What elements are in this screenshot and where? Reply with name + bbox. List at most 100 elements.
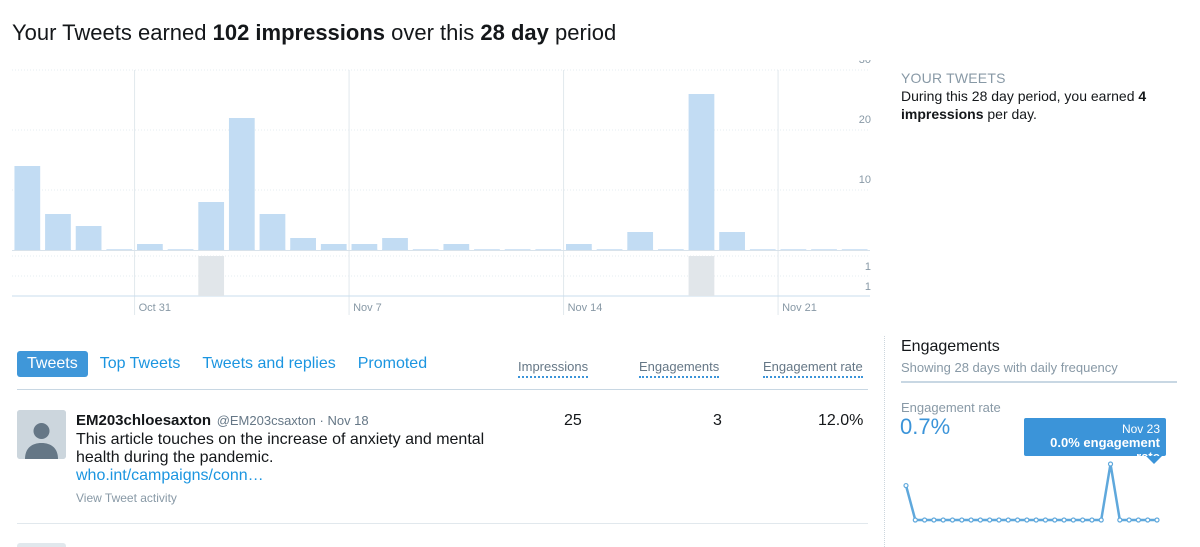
sparkline-point (1061, 517, 1067, 523)
x-tick-label: Nov 7 (353, 302, 382, 314)
impressions-bar (688, 94, 715, 250)
engagement-rate-value: 0.7% (900, 414, 951, 439)
sparkline-point (1080, 517, 1086, 523)
sparkline-path (904, 462, 1157, 522)
tweet-header: EM203chloesaxton @EM203csaxton · Nov 18 (76, 412, 496, 429)
impressions-bar-chart: 10 20 30 Oct 31 Nov 7 Nov 14 Nov 21 1 1 (12, 60, 871, 315)
headline-period: 28 day (480, 20, 549, 45)
sparkline-point (996, 517, 1002, 523)
tweet-tabs: Tweets Top Tweets Tweets and replies Pro… (17, 351, 439, 377)
sparkline-point (949, 517, 956, 523)
tweet-engagement-rate-value: 12.0% (818, 412, 864, 429)
sub-y-tick-label: 1 (865, 261, 871, 273)
summary-text-prefix: During this 28 day period, you earned (901, 88, 1139, 104)
engagement-bar (688, 256, 715, 296)
tweet-engagements-value: 3 (713, 412, 722, 429)
impressions-bar (382, 238, 408, 250)
engagement-bar (198, 256, 225, 296)
y-tick-label: 20 (859, 114, 871, 126)
impressions-bar (627, 232, 654, 250)
headline-middle: over this (385, 20, 481, 45)
tab-promoted[interactable]: Promoted (357, 355, 428, 372)
sparkline-point (1145, 517, 1151, 523)
summary-text: During this 28 day period, you earned 4 … (901, 87, 1181, 123)
engagements-title: Engagements (901, 338, 1000, 355)
tweet-text: This article touches on the increase of … (76, 431, 485, 466)
sparkline-point (903, 482, 909, 489)
default-avatar-icon (17, 410, 66, 459)
sparkline-point (912, 517, 918, 523)
sparkline-point (1014, 517, 1021, 523)
panel-separator (884, 336, 885, 547)
tab-tweets-and-replies[interactable]: Tweets and replies (202, 355, 336, 372)
sparkline-point (1089, 517, 1095, 523)
tweet-impressions-value: 25 (564, 412, 582, 429)
engagements-subtitle: Showing 28 days with daily frequency (901, 360, 1118, 375)
sparkline-point (940, 517, 946, 523)
view-tweet-activity-link[interactable]: View Tweet activity (76, 491, 177, 505)
impressions-bar (137, 244, 163, 250)
avatar[interactable] (17, 410, 66, 459)
impressions-bar (198, 202, 225, 250)
headline-suffix: period (548, 20, 617, 45)
tooltip-arrow (1146, 456, 1162, 464)
next-tweet-avatar (17, 543, 66, 547)
sparkline-point (1070, 517, 1076, 523)
impressions-bar (290, 238, 316, 250)
sub-y-tick-label: 1 (865, 281, 871, 293)
impressions-bar (228, 118, 255, 250)
tooltip-date: Nov 23 (1121, 422, 1160, 436)
column-header-engagements[interactable]: Engagements (639, 359, 720, 378)
sparkline-point (1052, 517, 1058, 523)
impressions-bar (14, 166, 41, 250)
tab-tweets[interactable]: Tweets (17, 351, 88, 377)
sparkline-point (1033, 517, 1039, 523)
sparkline-point (1098, 517, 1104, 523)
tweet-author-handle[interactable]: @EM203csaxton (216, 413, 316, 428)
sparkline-point (959, 517, 965, 523)
table-header-divider (17, 389, 868, 390)
impressions-bar (75, 226, 102, 250)
sparkline-point (1154, 517, 1160, 523)
headline-impressions: 102 impressions (212, 20, 386, 45)
impressions-bar (45, 214, 71, 250)
headline-prefix: Your Tweets earned (12, 20, 213, 45)
sparkline-point (968, 517, 974, 523)
sparkline-point (1005, 517, 1011, 523)
tweet-row[interactable]: EM203chloesaxton @EM203csaxton · Nov 18 … (17, 410, 868, 520)
impressions-bar (719, 232, 745, 250)
sparkline-point (1117, 517, 1123, 523)
tab-top-tweets[interactable]: Top Tweets (99, 355, 181, 372)
row-divider (17, 523, 868, 524)
y-tick-label: 10 (859, 174, 871, 186)
impressions-bar (443, 244, 470, 250)
x-tick-label: Nov 14 (568, 302, 603, 314)
sparkline-point (1042, 517, 1049, 523)
impressions-bar (351, 244, 378, 250)
tweet-body: EM203chloesaxton @EM203csaxton · Nov 18 … (76, 412, 496, 505)
x-tick-label: Oct 31 (139, 302, 171, 314)
sparkline-point (1024, 517, 1030, 523)
tweet-link[interactable]: who.int/campaigns/conn… (76, 467, 264, 484)
engagement-rate-label: Engagement rate (901, 400, 1001, 415)
sparkline-point (987, 517, 993, 523)
tweet-date[interactable]: · Nov 18 (319, 413, 369, 428)
summary-title: YOUR TWEETS (901, 70, 1006, 86)
summary-text-suffix: per day. (983, 106, 1037, 122)
y-tick-label: 30 (859, 60, 871, 66)
sparkline-point (921, 517, 928, 523)
impressions-bar (566, 244, 592, 250)
column-header-engagement-rate[interactable]: Engagement rate (763, 359, 863, 378)
engagement-rate-sparkline (903, 461, 1160, 523)
tweet-author-name[interactable]: EM203chloesaxton (76, 412, 212, 429)
sparkline-point (931, 517, 937, 523)
page-headline: Your Tweets earned 102 impressions over … (12, 20, 616, 46)
engagement-tooltip: Nov 23 0.0% engagement rate (1024, 418, 1166, 464)
impressions-bar (320, 244, 347, 250)
x-tick-label: Nov 21 (782, 302, 817, 314)
engagements-underline (901, 381, 1177, 383)
summary-text-bold: 4 impressions (901, 88, 1147, 122)
column-header-impressions[interactable]: Impressions (518, 359, 589, 378)
sparkline-point (1135, 517, 1142, 523)
summary-panel: YOUR TWEETS During this 28 day period, y… (901, 70, 1181, 123)
